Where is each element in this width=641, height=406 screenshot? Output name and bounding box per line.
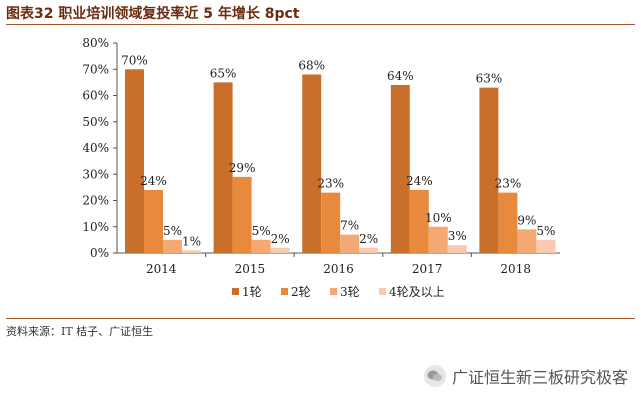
bar [321,192,341,253]
bar-chart: 0%10%20%30%40%50%60%70%80%70%24%5%1%2014… [82,36,560,299]
legend-label: 3轮 [340,285,360,299]
data-label: 5% [536,224,555,238]
data-label: 7% [340,219,359,233]
data-label: 68% [298,59,325,73]
data-label: 5% [252,224,271,238]
y-tick-label: 50% [82,115,109,129]
bar [447,245,467,253]
bar [163,239,182,253]
bar [428,226,448,253]
bar [359,247,379,253]
bar [232,176,252,253]
bar [390,85,410,253]
x-tick-label: 2014 [146,262,177,276]
data-label: 63% [476,72,503,86]
data-label: 2% [271,232,290,246]
legend-swatch [379,288,386,295]
legend-label: 4轮及以上 [389,285,445,299]
data-label: 5% [163,224,182,238]
data-label: 24% [140,174,167,188]
bar [251,239,271,253]
x-tick-label: 2015 [235,262,266,276]
legend-label: 2轮 [291,285,311,299]
legend-swatch [232,288,239,295]
y-tick-label: 80% [82,36,109,50]
x-tick-label: 2017 [412,262,443,276]
y-tick-label: 40% [82,141,109,155]
data-label: 2% [359,232,378,246]
data-label: 23% [317,177,344,191]
data-label: 23% [495,177,522,191]
data-label: 70% [121,53,148,67]
data-label: 65% [210,66,237,80]
bar [536,239,556,253]
bar [479,87,499,253]
data-label: 64% [387,69,414,83]
chart-title: 图表32 职业培训领域复投率近 5 年增长 8pct [6,3,635,25]
y-tick-label: 20% [82,194,109,208]
bar [125,69,144,253]
data-label: 9% [517,213,536,227]
y-tick-label: 10% [82,220,109,234]
legend-swatch [330,288,337,295]
x-tick-label: 2016 [323,262,354,276]
data-label: 24% [406,174,433,188]
bar [302,74,322,253]
data-label: 3% [448,229,467,243]
data-label: 10% [425,211,452,225]
source-note: 资料来源：IT 桔子、广证恒生 [6,318,635,340]
legend-label: 1轮 [242,285,262,299]
bar [270,247,290,253]
data-label: 29% [229,161,256,175]
y-tick-label: 30% [82,167,109,181]
bar [144,190,163,253]
legend-swatch [281,288,288,295]
y-tick-label: 60% [82,89,109,103]
bar [409,190,429,253]
y-tick-label: 0% [90,246,109,260]
watermark-text: 广证恒生新三板研究极客 [452,368,629,387]
watermark: 广证恒生新三板研究极客 [424,364,628,388]
bar [498,192,518,253]
bar [213,82,233,253]
y-tick-label: 70% [82,62,109,76]
wechat-icon [424,365,446,387]
bar [182,250,201,253]
bar [340,234,360,253]
bar [517,229,537,253]
x-tick-label: 2018 [500,262,531,276]
data-label: 1% [182,234,201,248]
